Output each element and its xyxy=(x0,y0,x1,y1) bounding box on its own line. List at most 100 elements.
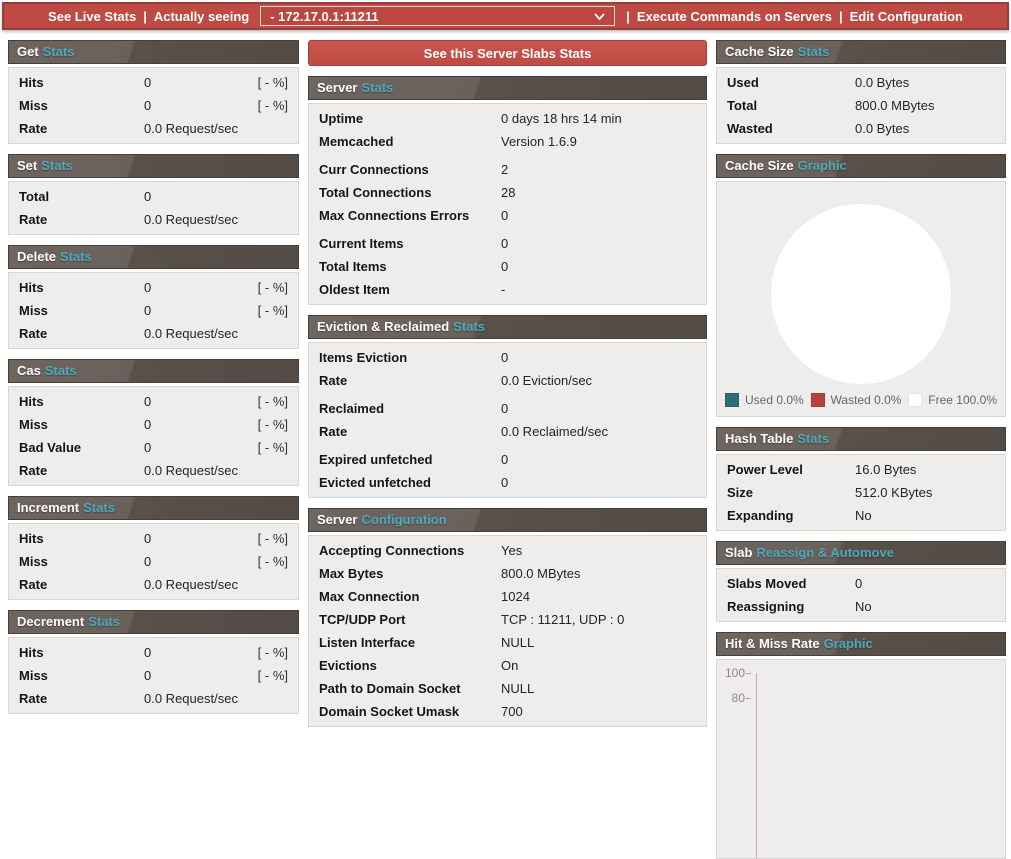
stat-row: Total Connections 28 xyxy=(309,181,706,204)
panel-title-accent: Stats xyxy=(797,431,830,446)
stat-value: 0 xyxy=(144,554,152,569)
panel-body: Total 0 Rate 0.0 Request/sec xyxy=(8,181,299,235)
stat-value: 0.0 Reclaimed/sec xyxy=(501,424,608,439)
stat-label: Total xyxy=(19,189,50,204)
stat-label: Path to Domain Socket xyxy=(319,681,461,696)
separator: | xyxy=(626,8,630,24)
stat-row: Rate 0.0 Request/sec xyxy=(9,208,298,231)
panel-increment-stats: Increment Stats Hits 0 [ - %] Miss 0 [ - … xyxy=(8,496,299,600)
stat-row: Path to Domain Socket NULL xyxy=(309,677,706,700)
see-server-slabs-stats-button[interactable]: See this Server Slabs Stats xyxy=(308,40,707,66)
execute-commands-link[interactable]: Execute Commands on Servers xyxy=(636,8,832,24)
stat-value: 0.0 Bytes xyxy=(855,121,910,136)
stat-label: Oldest Item xyxy=(319,282,390,297)
stat-value: On xyxy=(501,658,519,673)
stat-label: Rate xyxy=(19,463,48,478)
cache-size-pie-chart xyxy=(771,204,951,384)
panel-title: Server xyxy=(317,80,358,95)
stat-row: TCP/UDP Port TCP : 11211, UDP : 0 xyxy=(309,608,706,631)
panel-title-accent: Stats xyxy=(41,158,74,173)
panel-title: Hash Table xyxy=(725,431,794,446)
stat-value: 0 xyxy=(501,236,509,251)
stat-value: 28 xyxy=(501,185,516,200)
panel-header: Increment Stats xyxy=(8,496,299,520)
panel-header: Set Stats xyxy=(8,154,299,178)
stat-row: Hits 0 [ - %] xyxy=(9,641,298,664)
panel-slab-reassign-automove: Slab Reassign & Automove Slabs Moved 0 Re… xyxy=(716,541,1006,622)
panel-body: Hits 0 [ - %] Miss 0 [ - %] Bad Value 0 … xyxy=(8,386,299,486)
stat-value: 0 xyxy=(144,417,152,432)
stat-value: 700 xyxy=(501,704,523,719)
panel-title: Hit & Miss Rate xyxy=(725,636,820,651)
stat-label: Domain Socket Umask xyxy=(319,704,460,719)
stat-label: Hits xyxy=(19,645,44,660)
separator: | xyxy=(143,8,147,24)
stat-label: Rate xyxy=(19,121,48,136)
stat-value: 0 xyxy=(144,394,152,409)
stat-row: Hits 0 [ - %] xyxy=(9,71,298,94)
stat-row: Uptime 0 days 18 hrs 14 min xyxy=(309,107,706,130)
panel-title: Decrement xyxy=(17,614,85,629)
stat-value: - xyxy=(501,282,506,297)
stat-row: Reclaimed 0 xyxy=(309,397,706,420)
separator: | xyxy=(838,8,843,24)
stat-value: 0 xyxy=(144,280,152,295)
stat-row: Max Connection 1024 xyxy=(309,585,706,608)
stat-label: Rate xyxy=(319,373,348,388)
panel-title: Cas xyxy=(17,363,41,378)
panel-body: Hits 0 [ - %] Miss 0 [ - %] Rate 0.0 Req… xyxy=(8,67,299,144)
panel-title: Eviction & Reclaimed xyxy=(317,319,450,334)
legend-item: Wasted 0.0% xyxy=(810,393,901,407)
chevron-down-icon xyxy=(594,12,605,20)
topbar: See Live Stats | Actually seeing - 172.1… xyxy=(2,2,1009,30)
see-live-stats-link[interactable]: See Live Stats xyxy=(48,8,137,24)
stat-label: TCP/UDP Port xyxy=(319,612,406,627)
stat-label: Bad Value xyxy=(19,440,82,455)
panel-title-accent: Stats xyxy=(83,500,115,515)
stat-label: Wasted xyxy=(727,121,773,136)
stat-label: Total Items xyxy=(319,259,387,274)
stat-percent: [ - %] xyxy=(257,668,288,683)
panel-header: Hit & Miss Rate Graphic xyxy=(716,632,1006,656)
panel-header: Cas Stats xyxy=(8,359,299,383)
panel-eviction-reclaimed-stats: Eviction & Reclaimed Stats Items Eviction… xyxy=(308,315,707,498)
stat-row: Slabs Moved 0 xyxy=(717,572,1005,595)
y-axis-tick: 100 xyxy=(721,666,751,680)
stat-percent: [ - %] xyxy=(257,554,288,569)
stat-row: Reassigning No xyxy=(717,595,1005,618)
panel-title-accent: Reassign & Automove xyxy=(756,545,894,560)
pie-legend: Used 0.0% Wasted 0.0% Free 100.0% xyxy=(725,393,997,407)
stat-label: Miss xyxy=(19,554,48,569)
panel-decrement-stats: Decrement Stats Hits 0 [ - %] Miss 0 [ - … xyxy=(8,610,299,714)
panel-title-accent: Stats xyxy=(88,614,120,629)
panel-header: Cache Size Graphic xyxy=(716,154,1006,178)
panel-header: Server Stats xyxy=(308,76,707,100)
stat-label: Rate xyxy=(19,577,48,592)
stat-value: 0 xyxy=(501,259,509,274)
edit-configuration-link[interactable]: Edit Configuration xyxy=(849,8,963,24)
right-column: Cache Size Stats Used 0.0 Bytes Total 800… xyxy=(716,40,1006,859)
panel-title-accent: Configuration xyxy=(361,512,447,527)
stat-value: 0.0 Request/sec xyxy=(144,463,238,478)
panel-cache-size-graphic: Cache Size Graphic Used 0.0% Wasted 0.0% xyxy=(716,154,1006,417)
stat-row: Rate 0.0 Request/sec xyxy=(9,573,298,596)
stat-row: Hits 0 [ - %] xyxy=(9,390,298,413)
panel-body: Used 0.0 Bytes Total 800.0 MBytes Wasted… xyxy=(716,67,1006,144)
panel-header: Server Configuration xyxy=(308,508,707,532)
stat-percent: [ - %] xyxy=(257,440,288,455)
panel-header: Get Stats xyxy=(8,40,299,64)
panel-body: Hits 0 [ - %] Miss 0 [ - %] Rate 0.0 Req… xyxy=(8,637,299,714)
panel-title-accent: Stats xyxy=(42,44,75,59)
panel-header: Decrement Stats xyxy=(8,610,299,634)
stat-value: 0 xyxy=(501,452,509,467)
server-select[interactable]: - 172.17.0.1:11211 xyxy=(260,6,616,26)
panel-server-stats: Server Stats Uptime 0 days 18 hrs 14 min … xyxy=(308,76,707,305)
panel-title: Increment xyxy=(17,500,80,515)
stat-value: NULL xyxy=(501,681,535,696)
stat-row: Expired unfetched 0 xyxy=(309,448,706,471)
panel-body: Uptime 0 days 18 hrs 14 min Memcached Ve… xyxy=(308,103,707,305)
panel-title: Cache Size xyxy=(725,44,794,59)
stat-value: 0 xyxy=(501,475,509,490)
panel-title: Slab xyxy=(725,545,753,560)
stat-label: Evictions xyxy=(319,658,377,673)
